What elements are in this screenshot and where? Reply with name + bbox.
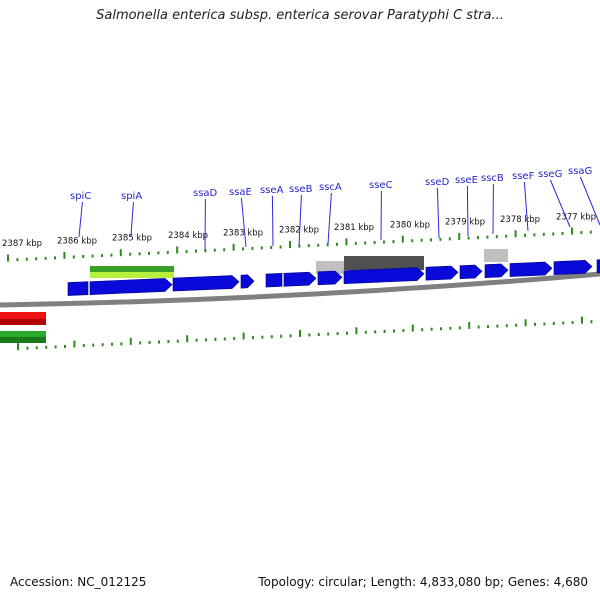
feature-bar-gray bbox=[344, 256, 424, 270]
inner-scale-ticks bbox=[17, 316, 593, 351]
gene-label: ssaG bbox=[568, 166, 592, 177]
feature-bar-green bbox=[90, 266, 174, 272]
track-red-shade bbox=[0, 319, 46, 325]
gene-arrow bbox=[553, 260, 593, 275]
scale-label: 2382 kbp bbox=[279, 226, 319, 236]
gene-label: spiA bbox=[121, 191, 142, 202]
gene-label: sscB bbox=[481, 173, 504, 184]
track-green bbox=[0, 331, 46, 337]
gene-label: sscA bbox=[319, 182, 342, 193]
gene-label-line bbox=[466, 185, 469, 237]
scale-label: 2380 kbp bbox=[390, 220, 430, 230]
scale-label: 2384 kbp bbox=[168, 231, 208, 241]
genome-summary: Topology: circular; Length: 4,833,080 bp… bbox=[258, 575, 588, 589]
left-tracks bbox=[0, 312, 46, 343]
gene-label-lines bbox=[78, 176, 600, 251]
gene-arrow bbox=[265, 273, 283, 288]
gene-label-line bbox=[327, 192, 332, 245]
feature-bar-gray-light bbox=[484, 249, 508, 262]
gene-label: sseC bbox=[369, 180, 393, 191]
gene-label-line bbox=[549, 179, 571, 228]
scale-label: 2383 kbp bbox=[223, 228, 263, 238]
scale-label: 2381 kbp bbox=[334, 223, 374, 233]
scale-label: 2379 kbp bbox=[445, 218, 485, 228]
gene-label: sseG bbox=[538, 169, 562, 180]
gene-arrow bbox=[89, 278, 173, 295]
scale-label: 2377 kbp bbox=[556, 212, 596, 222]
gene-arrow bbox=[425, 265, 459, 281]
scale-label: 2385 kbp bbox=[112, 234, 152, 244]
gene-arrow bbox=[283, 271, 317, 287]
outer-scale-ticks bbox=[7, 227, 592, 262]
track-green-shade bbox=[0, 337, 46, 343]
gene-label: sseA bbox=[260, 185, 284, 196]
gene-label-line bbox=[240, 197, 247, 248]
gene-label-line bbox=[298, 194, 302, 247]
gene-arrow bbox=[509, 261, 553, 277]
gene-label: sseB bbox=[289, 184, 313, 195]
gene-arrow bbox=[67, 281, 89, 296]
gene-label: ssaE bbox=[229, 187, 252, 198]
gene-arrow bbox=[240, 274, 255, 289]
feature-bar-gray-light bbox=[316, 261, 344, 274]
gene-label: sseF bbox=[512, 171, 535, 182]
scale-label: 2386 kbp bbox=[57, 236, 97, 246]
gene-label-line bbox=[78, 201, 83, 238]
gene-label-line bbox=[130, 201, 134, 237]
scale-labels: 2387 kbp 2386 kbp 2385 kbp 2384 kbp 2383 kbp… bbox=[2, 212, 596, 249]
gene-arrow bbox=[317, 270, 343, 286]
scale-label: 2378 kbp bbox=[500, 215, 540, 225]
gene-track bbox=[67, 259, 600, 296]
gene-arrow bbox=[343, 267, 425, 285]
gene-label: sseD bbox=[425, 177, 450, 188]
gene-arrow bbox=[172, 275, 240, 292]
gene-labels: spiC spiA ssaD ssaE sseA sseB sscA sseC sseD sseE… bbox=[70, 166, 592, 202]
gene-arrow bbox=[484, 263, 509, 278]
gene-label: ssaD bbox=[193, 188, 218, 199]
feature-track bbox=[90, 249, 508, 278]
map-title: Salmonella enterica subsp. enterica sero… bbox=[96, 8, 504, 23]
gene-label: sseE bbox=[455, 175, 478, 186]
genome-backbone bbox=[0, 271, 600, 308]
gene-label-line bbox=[271, 195, 274, 247]
gene-arrow bbox=[459, 264, 483, 280]
gene-label-line bbox=[436, 187, 440, 239]
scale-label: 2387 kbp bbox=[2, 239, 42, 249]
gene-label: spiC bbox=[70, 191, 91, 202]
feature-bar-green-light bbox=[90, 272, 174, 278]
gene-label-line bbox=[523, 181, 529, 232]
accession-text: Accession: NC_012125 bbox=[10, 575, 147, 589]
gene-label-line bbox=[579, 176, 600, 226]
track-red bbox=[0, 312, 46, 319]
